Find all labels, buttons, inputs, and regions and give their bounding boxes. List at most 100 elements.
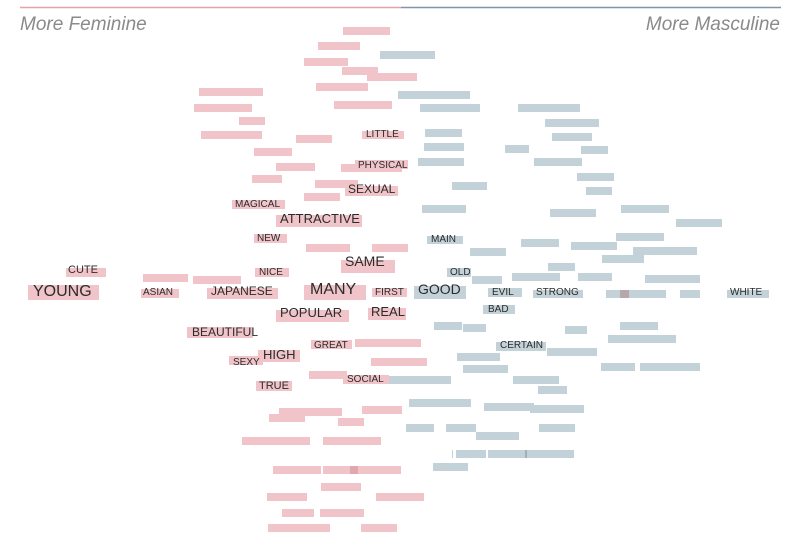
word-bar xyxy=(484,403,534,411)
word-label-nice: NICE xyxy=(259,267,283,278)
word-bar-magical xyxy=(232,200,285,209)
word-bar-japanese xyxy=(207,288,278,299)
word-bar xyxy=(422,205,466,213)
word-bar xyxy=(276,163,315,171)
word-bar xyxy=(545,119,599,127)
word-label-white: WHITE xyxy=(730,287,763,298)
word-bar xyxy=(571,242,617,250)
word-bar xyxy=(433,463,468,471)
word-bar xyxy=(452,450,486,458)
word-bar xyxy=(323,466,401,474)
word-label-physical: PHYSICAL xyxy=(358,160,408,171)
word-bar xyxy=(513,376,559,384)
word-bar xyxy=(242,437,310,445)
word-label-old: OLD xyxy=(450,267,471,278)
word-label-strong: STRONG xyxy=(536,287,579,298)
word-bar xyxy=(306,244,350,252)
word-bar xyxy=(254,148,292,156)
word-bar-new xyxy=(254,234,287,243)
word-bar xyxy=(521,239,559,247)
word-bar xyxy=(267,493,307,501)
feminine-axis-label: More Feminine xyxy=(20,14,147,35)
word-bar xyxy=(550,209,596,217)
word-bar xyxy=(424,143,464,151)
word-bar xyxy=(472,276,502,284)
word-bar xyxy=(194,104,252,112)
word-bar-true xyxy=(256,381,292,391)
word-bar-many xyxy=(304,285,366,300)
word-bar xyxy=(547,348,597,356)
word-bar xyxy=(616,233,664,241)
word-bar-old xyxy=(447,268,471,277)
word-bar xyxy=(361,524,397,532)
word-label-main: MAIN xyxy=(431,234,456,245)
word-label-sexual: SEXUAL xyxy=(348,182,396,196)
word-bar xyxy=(268,524,330,532)
word-bar-first xyxy=(372,288,407,297)
word-label-cute: CUTE xyxy=(68,264,98,276)
word-bar-sexy xyxy=(229,356,263,365)
word-label-japanese: JAPANESE xyxy=(211,284,273,298)
word-label-real: REAL xyxy=(371,304,405,319)
word-bar xyxy=(355,339,421,347)
word-bar xyxy=(488,450,528,458)
word-bar xyxy=(418,158,464,166)
word-bar xyxy=(321,483,361,491)
word-bar xyxy=(463,324,486,332)
overlap-bar xyxy=(620,290,629,298)
word-bar xyxy=(680,290,700,298)
word-bar xyxy=(342,67,378,75)
word-bar xyxy=(577,173,614,181)
overlap-bar xyxy=(453,450,456,458)
word-bar xyxy=(528,450,574,458)
word-bar-nice xyxy=(255,268,289,277)
word-bar xyxy=(578,273,612,281)
word-bar xyxy=(463,365,508,373)
word-bar-great xyxy=(311,340,352,349)
word-bar xyxy=(269,414,305,422)
word-label-evil: EVIL xyxy=(492,287,514,298)
word-bar xyxy=(318,42,360,50)
word-bar xyxy=(586,187,612,195)
word-bar xyxy=(304,193,340,201)
word-bar xyxy=(457,353,500,361)
word-bar xyxy=(565,326,587,334)
word-bar xyxy=(239,117,265,125)
word-label-true: TRUE xyxy=(259,380,289,392)
word-bar-strong xyxy=(533,290,583,298)
word-bar-social xyxy=(343,375,389,384)
word-bar xyxy=(252,175,282,183)
word-label-sexy: SEXY xyxy=(233,357,260,368)
word-bar xyxy=(534,158,582,166)
word-bar xyxy=(372,244,408,252)
word-bar xyxy=(389,376,451,384)
word-label-bad: BAD xyxy=(488,304,509,315)
word-bar xyxy=(201,131,262,139)
word-label-magical: MAGICAL xyxy=(235,199,280,210)
overlap-bar xyxy=(525,450,527,458)
word-bar xyxy=(530,405,584,413)
word-bar-high xyxy=(258,350,300,362)
word-bar xyxy=(608,335,676,343)
word-bar xyxy=(539,424,575,432)
word-bar xyxy=(309,371,347,379)
word-bar xyxy=(380,51,435,59)
word-bar xyxy=(425,129,462,137)
word-bar xyxy=(409,399,471,407)
word-bar xyxy=(143,274,188,282)
word-bar-certain xyxy=(496,342,546,351)
word-bar xyxy=(282,509,314,517)
word-bar-real xyxy=(368,308,406,320)
word-label-high: HIGH xyxy=(263,347,296,362)
word-label-good: GOOD xyxy=(418,281,461,297)
word-label-attractive: ATTRACTIVE xyxy=(280,211,360,226)
word-bar xyxy=(334,101,392,109)
word-label-certain: CERTAIN xyxy=(500,340,543,351)
word-bar xyxy=(676,219,722,227)
word-bar-young xyxy=(28,285,99,300)
word-bar xyxy=(273,466,321,474)
word-labels: CUTE YOUNG ASIAN JAPANESE NICE MANY SAME FIRST G… xyxy=(33,129,763,392)
word-bar xyxy=(512,273,560,281)
word-bar xyxy=(452,182,487,190)
